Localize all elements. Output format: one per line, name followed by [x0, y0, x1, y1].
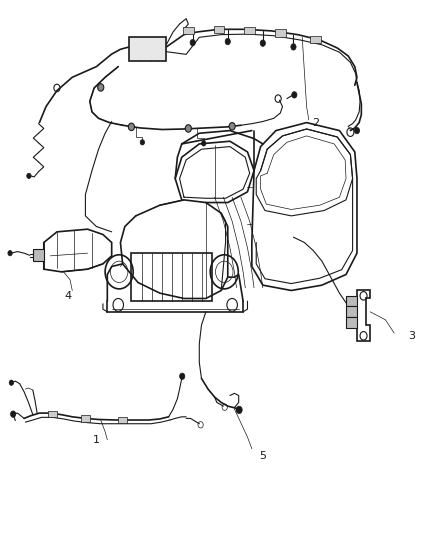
Circle shape — [9, 380, 14, 385]
Text: 5: 5 — [259, 451, 266, 461]
Circle shape — [236, 406, 242, 414]
Circle shape — [185, 125, 191, 132]
Bar — [346, 306, 357, 317]
Bar — [48, 411, 57, 417]
Circle shape — [260, 40, 265, 46]
Bar — [310, 36, 321, 43]
Circle shape — [8, 251, 12, 256]
Circle shape — [11, 411, 16, 417]
Text: 3: 3 — [408, 331, 415, 341]
Bar — [214, 26, 224, 33]
Circle shape — [180, 373, 185, 379]
Text: 4: 4 — [64, 291, 71, 301]
Bar — [183, 27, 194, 34]
Circle shape — [128, 123, 134, 131]
Circle shape — [292, 92, 297, 98]
Circle shape — [27, 173, 31, 179]
Bar — [129, 37, 166, 61]
Circle shape — [201, 141, 206, 146]
Circle shape — [291, 44, 296, 50]
Circle shape — [98, 84, 104, 91]
Bar — [275, 29, 286, 37]
Bar — [346, 296, 357, 306]
Circle shape — [140, 140, 145, 145]
Bar — [81, 415, 90, 422]
Text: 1: 1 — [93, 435, 100, 445]
Circle shape — [354, 127, 360, 134]
Circle shape — [190, 39, 195, 46]
Bar — [33, 249, 44, 261]
Bar — [244, 27, 255, 34]
Text: 2: 2 — [312, 118, 319, 127]
Bar — [346, 317, 357, 328]
Circle shape — [225, 38, 230, 45]
Bar — [131, 253, 212, 301]
Circle shape — [229, 123, 235, 130]
Bar — [118, 417, 127, 423]
